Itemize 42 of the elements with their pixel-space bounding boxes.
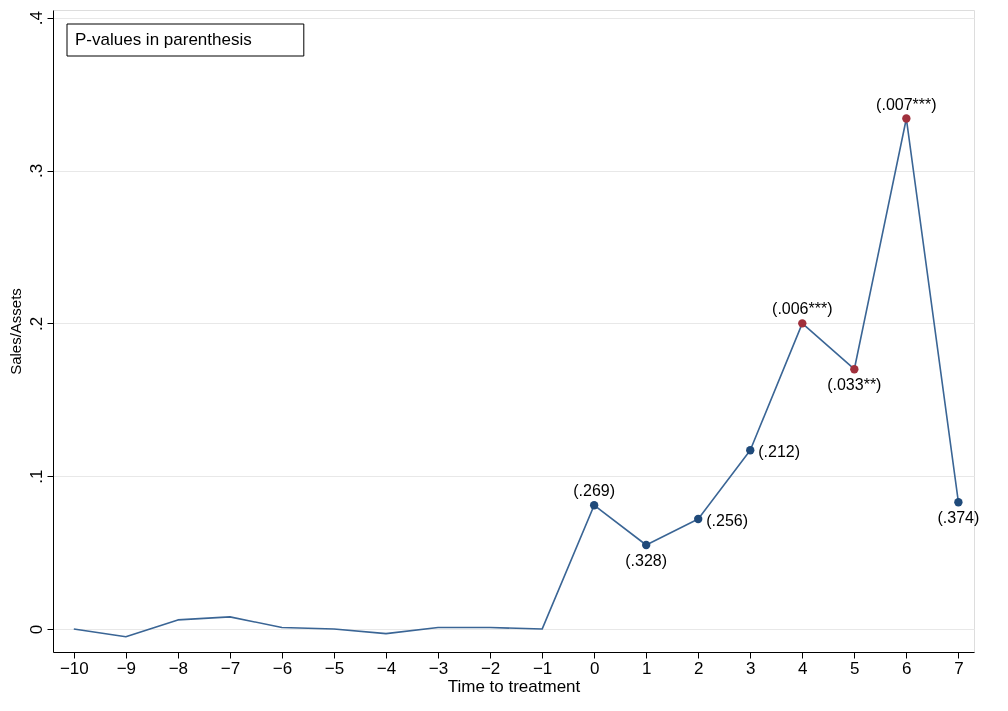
y-tick-label: 0 [26, 624, 46, 635]
x-tick-label: −3 [428, 658, 449, 678]
y-tick-label: .2 [26, 316, 46, 331]
annotation: (.006***) [772, 300, 833, 318]
x-tick-label: 3 [746, 658, 756, 678]
point [642, 540, 651, 550]
x-tick-label: −4 [376, 658, 397, 678]
x-tick-label: 0 [589, 658, 600, 678]
y-tick-label: .4 [26, 11, 46, 26]
y-tick-label: .3 [26, 163, 46, 179]
point [954, 498, 963, 507]
x-tick-label: 2 [693, 658, 704, 678]
x-tick-label: 6 [902, 658, 912, 678]
x-tick-label: 7 [954, 658, 964, 678]
point [850, 365, 859, 374]
point [694, 514, 703, 524]
x-tick-label: 1 [641, 658, 652, 678]
annotation: (.212) [758, 443, 801, 461]
annotation: (.256) [706, 512, 749, 530]
annotation: (.007***) [876, 95, 937, 113]
x-tick-label: −8 [168, 658, 189, 678]
x-tick-label: 5 [850, 658, 860, 678]
point [798, 319, 807, 328]
x-tick-label: −2 [480, 658, 501, 678]
annotation: (.033**) [827, 376, 882, 394]
annotation: P-values in parenthesis [75, 30, 252, 49]
y-tick-label: .1 [26, 469, 46, 484]
annotation: (.269) [573, 482, 616, 500]
x-tick-label: 4 [798, 658, 808, 678]
x-tick-label: −7 [220, 658, 241, 678]
x-tick-label: −1 [532, 658, 553, 678]
x-tick-label: −10 [59, 658, 89, 678]
annotation: (.328) [625, 552, 668, 569]
x-tick-label: −5 [324, 658, 345, 678]
x-tick-label: −6 [272, 658, 293, 678]
x-axis-title: Time to treatment [447, 676, 581, 696]
point [746, 446, 755, 455]
y-axis-title: Sales/Assets [6, 288, 24, 375]
annotation: (.374) [937, 509, 980, 527]
x-tick-label: −9 [116, 658, 137, 678]
point [589, 501, 599, 510]
point [902, 114, 911, 123]
